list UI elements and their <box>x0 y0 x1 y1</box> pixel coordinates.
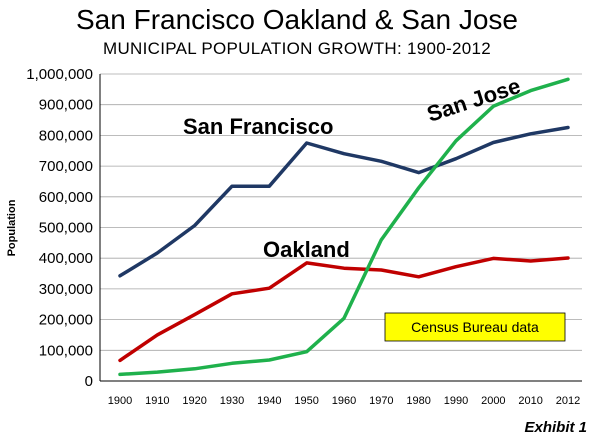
x-tick-label: 2000 <box>481 395 505 407</box>
y-tick-label: 800,000 <box>39 127 93 144</box>
y-axis-label: Population <box>6 199 18 256</box>
chart-subtitle: MUNICIPAL POPULATION GROWTH: 1900-2012 <box>103 39 491 58</box>
annotation-box <box>384 312 566 342</box>
x-tick-label: 1960 <box>332 395 356 407</box>
y-tick-labels: 0 100,000 200,000 300,000 400,000 500,000 600,… <box>26 66 93 390</box>
series-line-oakland <box>118 256 570 363</box>
y-tick-label: 600,000 <box>39 189 93 206</box>
x-tick-label: 2012 <box>556 395 580 407</box>
x-tick-labels: 1900 1910 1920 1930 1940 1950 1960 1970 1980 1990… <box>108 395 580 407</box>
series-line-san-francisco <box>118 125 570 278</box>
series-label-oakland: Oakland <box>263 237 350 262</box>
x-tick-label: 1990 <box>444 395 468 407</box>
exhibit-label: Exhibit 1 <box>524 419 587 436</box>
annotation-text: Census Bureau data <box>411 319 539 335</box>
chart-title: San Francisco Oakland & San Jose <box>76 4 518 35</box>
x-tick-label: 2010 <box>518 395 542 407</box>
y-tick-label: 1,000,000 <box>26 66 93 83</box>
x-tick-label: 1900 <box>108 395 132 407</box>
y-tick-label: 700,000 <box>39 158 93 175</box>
series-label-san-francisco: San Francisco <box>183 114 333 139</box>
y-tick-label: 0 <box>85 373 93 390</box>
gridlines <box>100 73 582 351</box>
x-tick-label: 1950 <box>294 395 318 407</box>
axes <box>99 74 582 382</box>
x-tick-label: 1970 <box>369 395 393 407</box>
x-tick-label: 1930 <box>220 395 244 407</box>
y-tick-label: 200,000 <box>39 312 93 329</box>
series-line-san-jose <box>118 77 570 377</box>
x-tick-label: 1910 <box>145 395 169 407</box>
x-tick-label: 1920 <box>182 395 206 407</box>
y-tick-label: 900,000 <box>39 97 93 114</box>
y-tick-label: 100,000 <box>39 342 93 359</box>
x-tick-label: 1980 <box>406 395 430 407</box>
series-lines <box>118 77 570 377</box>
y-tick-label: 400,000 <box>39 250 93 267</box>
x-tick-label: 1940 <box>257 395 281 407</box>
series-label-san-jose: San Jose <box>424 73 524 127</box>
y-tick-label: 300,000 <box>39 281 93 298</box>
y-tick-label: 500,000 <box>39 220 93 237</box>
